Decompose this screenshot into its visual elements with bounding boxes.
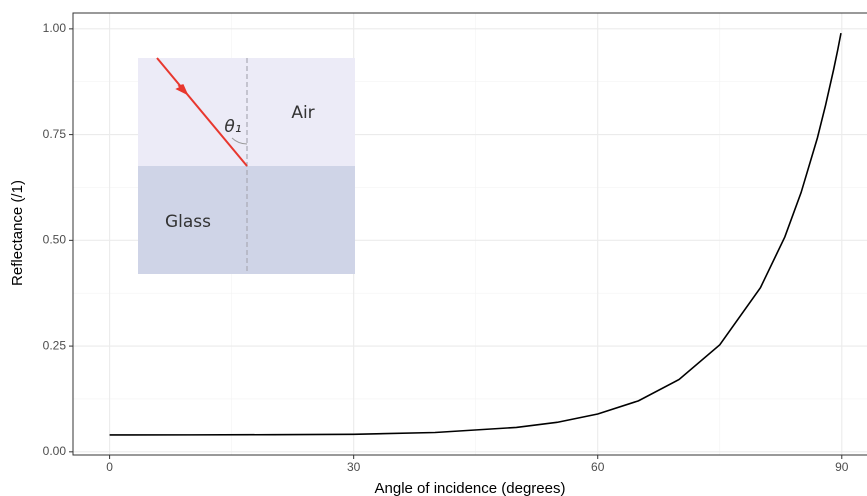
axes: 0 30 60 90 0.00 0.25 0.50 0.75 1.00 — [43, 12, 867, 474]
x-axis-title: Angle of incidence (degrees) — [375, 480, 566, 496]
angle-arc — [231, 137, 248, 145]
panel-border — [72, 12, 867, 456]
x-tick-label: 30 — [347, 460, 361, 474]
x-tick-label: 90 — [835, 460, 849, 474]
marks — [109, 32, 842, 436]
y-tick-label: 0.25 — [43, 338, 67, 352]
y-axis-title: Reflectance (/1) — [9, 180, 26, 286]
x-tick-label: 60 — [591, 460, 605, 474]
air-label: Air — [291, 103, 314, 123]
y-tick-label: 0.00 — [43, 444, 67, 458]
reflectance-line — [109, 32, 842, 436]
theta-label: θ₁ — [224, 117, 241, 137]
x-tick-label: 0 — [106, 460, 113, 474]
y-tick-label: 0.75 — [43, 127, 67, 141]
y-tick-label: 0.50 — [43, 233, 67, 247]
incident-ray — [156, 57, 248, 167]
y-tick-label: 1.00 — [43, 21, 67, 35]
glass-label: Glass — [165, 212, 211, 232]
ray-arrow — [175, 84, 188, 95]
inset-diagram: Air Glass θ₁ — [138, 57, 355, 274]
